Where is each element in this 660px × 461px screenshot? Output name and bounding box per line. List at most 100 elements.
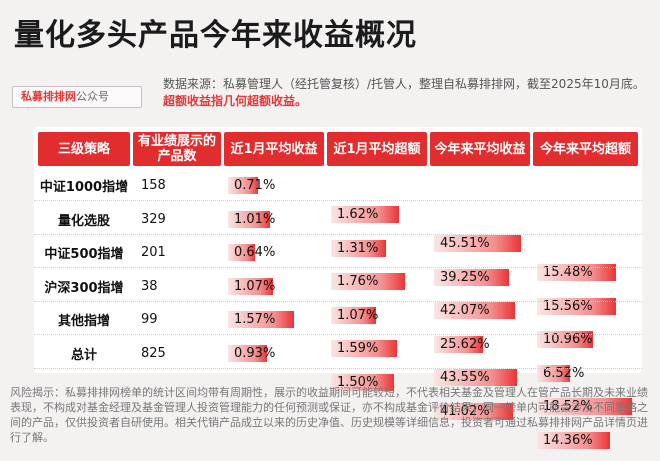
value-label: 42.07%	[440, 303, 490, 318]
cell-ytd-excess: 18.52%	[533, 392, 638, 421]
value-bar	[331, 206, 399, 223]
header-count: 有业绩展示的产品数	[133, 132, 221, 166]
value-label: 6.52%	[543, 365, 585, 381]
cell-m1-excess: 1.76%	[327, 267, 427, 296]
value-label: 0.64%	[234, 245, 276, 260]
data-source-note: 数据来源：私募管理人（经托管复核）/托管人，整理自私募排排网，截至2025年10…	[163, 76, 653, 110]
cell-count: 329	[141, 211, 166, 227]
value-label: 0.93%	[234, 345, 276, 361]
cell-strategy: 沪深300指增	[44, 280, 124, 296]
cell-ytd-excess: 14.36%	[533, 426, 638, 455]
cell-m1-return: 1.07%	[224, 272, 324, 301]
brand-suffix: 公众号	[76, 90, 109, 103]
cell-m1-excess: 1.31%	[327, 234, 427, 263]
value-bar	[537, 364, 570, 382]
cell-strategy: 中证1000指增	[39, 180, 129, 195]
value-label: 10.96%	[543, 332, 593, 347]
value-label: 45.51%	[440, 236, 490, 251]
value-label: 15.48%	[543, 265, 593, 280]
cell-m1-return: 1.57%	[224, 305, 324, 334]
source-text: 数据来源：私募管理人（经托管复核）/托管人，整理自私募排排网，截至2025年10…	[163, 77, 645, 91]
cell-m1-excess: 1.62%	[327, 200, 427, 229]
value-bar	[331, 373, 394, 391]
value-label: 1.76%	[337, 274, 379, 289]
value-bar	[331, 239, 386, 257]
value-label: 1.07%	[337, 307, 379, 323]
page-title: 量化多头产品今年来收益概况	[14, 18, 417, 53]
cell-ytd-excess: 15.48%	[533, 258, 638, 287]
value-bar	[331, 306, 376, 324]
strategy-table: 三级策略 有业绩展示的产品数 近1月平均收益 近1月平均超额 今年来平均收益 今…	[34, 127, 642, 449]
source-highlight: 超额收益指几何超额收益。	[163, 94, 308, 108]
table-header: 三级策略 有业绩展示的产品数 近1月平均收益 近1月平均超额 今年来平均收益 今…	[34, 127, 642, 169]
cell-m1-excess: 1.07%	[327, 301, 427, 330]
cell-ytd-return: 41.02%	[430, 397, 530, 426]
value-bar	[537, 398, 632, 415]
value-bar	[537, 297, 616, 315]
value-bar	[331, 273, 405, 290]
brand-name: 私募排排网	[21, 90, 76, 103]
value-label: 39.25%	[440, 269, 490, 285]
cell-count: 99	[141, 312, 158, 327]
value-bar	[434, 335, 483, 353]
cell-ytd-return: 42.07%	[430, 296, 530, 325]
value-bar	[228, 344, 267, 362]
value-bar	[228, 210, 270, 228]
cell-count: 201	[141, 245, 166, 260]
value-label: 15.56%	[543, 298, 593, 314]
value-label: 41.02%	[440, 403, 490, 419]
cell-ytd-return: 25.62%	[430, 330, 530, 359]
value-label: 1.57%	[234, 312, 276, 327]
value-bar	[331, 340, 397, 357]
cell-count: 158	[141, 178, 166, 193]
value-label: 25.62%	[440, 336, 490, 352]
value-bar	[228, 277, 273, 295]
cell-strategy: 总计	[70, 347, 97, 363]
cell-m1-excess: 1.50%	[327, 368, 427, 397]
value-label: 1.07%	[234, 278, 276, 294]
table-row: 中证1000指增 158 0.71% 1.62% 45.51% 15.48%	[34, 171, 642, 281]
cell-m1-return: 0.71%	[224, 171, 324, 200]
cell-ytd-excess: 10.96%	[533, 325, 638, 354]
value-bar	[434, 302, 515, 319]
table-row: 中证500指增 201 0.64% 1.76% 42.07% 10.96%	[34, 238, 642, 348]
cell-m1-excess: 1.59%	[327, 334, 427, 363]
cell-strategy: 中证500指增	[44, 247, 124, 262]
cell-m1-return: 1.01%	[224, 205, 324, 234]
cell-m1-return: 0.64%	[224, 238, 324, 267]
cell-m1-return: 0.93%	[224, 339, 324, 368]
value-bar	[228, 311, 294, 328]
value-label: 1.62%	[337, 207, 379, 222]
value-bar	[228, 244, 255, 261]
value-bar	[434, 268, 509, 286]
cell-count: 825	[141, 345, 166, 361]
header-m1-excess: 近1月平均超额	[327, 132, 427, 166]
value-label: 43.55%	[440, 370, 490, 385]
value-bar	[434, 369, 517, 386]
cell-strategy: 量化选股	[57, 213, 110, 229]
cell-ytd-excess: 15.56%	[533, 292, 638, 321]
cell-ytd-excess: 6.52%	[533, 359, 638, 388]
value-label: 18.52%	[543, 399, 593, 414]
value-label: 0.71%	[234, 178, 276, 193]
table-row: 其他指增 99 1.57% 1.59% 43.55% 18.52%	[34, 305, 642, 415]
table-row: 总计 825 0.93% 1.50% 41.02% 14.36%	[34, 339, 642, 449]
cell-ytd-return: 43.55%	[430, 363, 530, 392]
header-ytd-return: 今年来平均收益	[430, 132, 530, 166]
value-bar	[434, 402, 513, 420]
header-m1-return: 近1月平均收益	[224, 132, 324, 166]
value-bar	[537, 431, 610, 449]
value-bar	[537, 264, 616, 281]
cell-ytd-return: 39.25%	[430, 263, 530, 292]
value-label: 1.50%	[337, 374, 379, 390]
value-label: 14.36%	[543, 432, 593, 448]
table-row: 量化选股 329 1.01% 1.31% 39.25% 15.56%	[34, 205, 642, 315]
header-ytd-excess: 今年来平均超额	[533, 132, 638, 166]
cell-strategy: 其他指增	[57, 314, 110, 329]
value-label: 1.01%	[234, 211, 276, 227]
table-row: 沪深300指增 38 1.07% 1.07% 25.62% 6.52%	[34, 272, 642, 382]
cell-count: 38	[141, 278, 158, 294]
header-strategy: 三级策略	[38, 132, 130, 166]
value-bar	[434, 235, 521, 252]
value-bar	[228, 177, 258, 194]
